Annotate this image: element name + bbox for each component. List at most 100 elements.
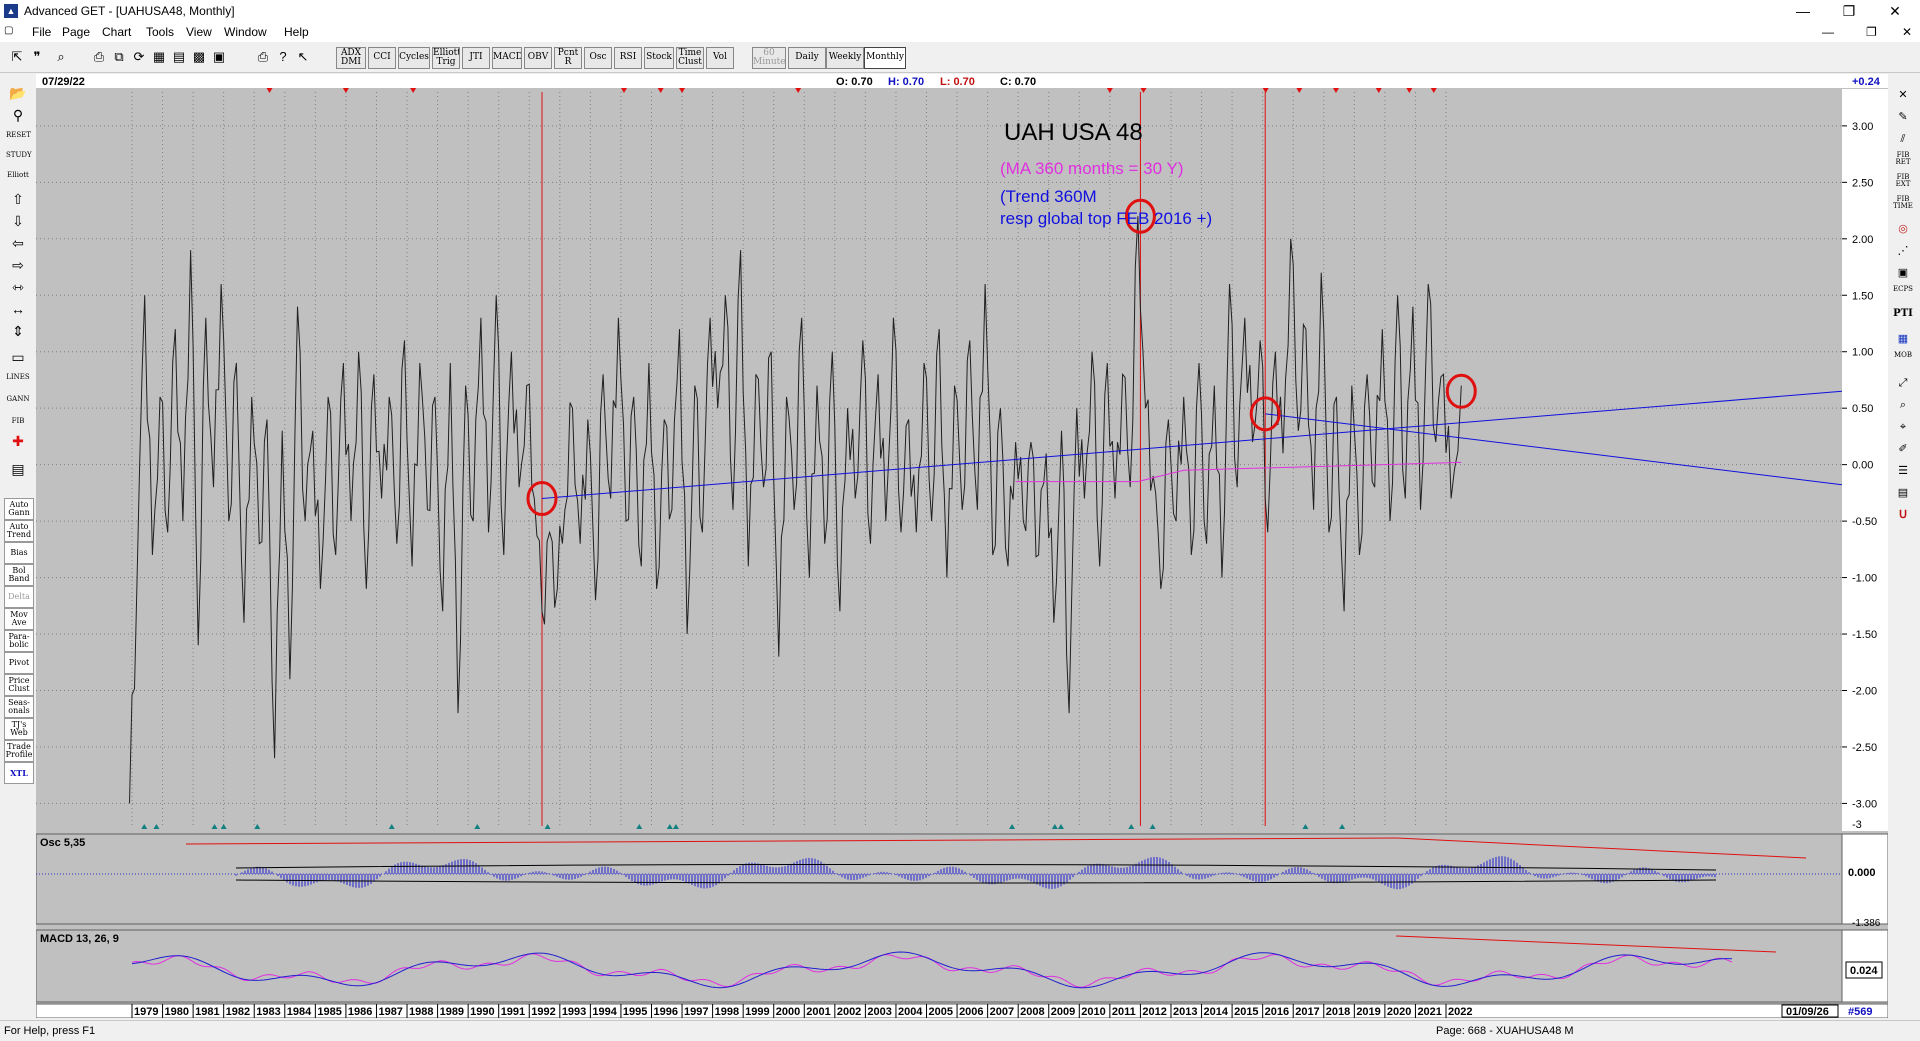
chart-window-icon[interactable]: ▭ [11,349,25,365]
menu-tools[interactable]: Tools [146,25,175,39]
open-chart-icon[interactable]: 📂 [9,85,27,101]
quote-icon[interactable]: ❞ [33,49,41,64]
chart-svg[interactable]: 07/29/22 O: 0.70 H: 0.70 L: 0.70 C: 0.70 +0.2… [35,74,1889,1019]
study-button[interactable]: STUDY [6,151,32,159]
menu-help[interactable]: Help [284,25,309,39]
cycles-button[interactable]: Cycles [398,47,430,69]
zoom-vertical-icon[interactable]: ⇕ [12,323,24,339]
restore-button[interactable]: ❐ [1842,3,1856,19]
pivot-button[interactable]: Pivot [4,652,34,674]
timeframe-weekly[interactable]: Weekly [826,47,864,69]
menu-page[interactable]: Page [62,25,91,39]
obv-button[interactable]: OBV [524,47,552,69]
document-icon[interactable]: ▢ [4,25,14,36]
price-clust-button[interactable]: Price Clust [4,674,34,696]
fib-button[interactable]: FIB [11,417,25,425]
printer-icon[interactable]: ⎙ [257,49,269,64]
grid-tool-icon[interactable]: ▦ [1897,333,1909,345]
arrow-up-icon[interactable]: ⇧ [12,191,24,207]
close-tool-icon[interactable]: ✕ [1898,89,1908,101]
mob-button[interactable]: MOB [1893,351,1913,359]
x-tick-label: 2011 [1112,1006,1136,1018]
gann-button[interactable]: GANN [6,395,30,403]
menu-view[interactable]: View [186,25,212,39]
tjs-web-button[interactable]: TJ's Web [4,718,34,740]
target-icon[interactable]: ⌖ [1899,421,1907,433]
list-icon[interactable]: ☰ [1898,465,1908,477]
seasonals-button[interactable]: Seas-onals [4,696,34,718]
x-tick-label: 1993 [562,1006,586,1018]
fib-ret-button[interactable]: FIB RET [1895,151,1911,166]
crosshair-icon[interactable]: ✚ [12,433,24,449]
mov-ave-button[interactable]: Mov Ave [4,608,34,630]
mdi-minimize-button[interactable]: — [1822,25,1834,39]
layout-icon[interactable]: ▦ [152,49,166,64]
menu-window[interactable]: Window [224,25,267,39]
pti-button[interactable]: PTI [1893,308,1913,319]
timeframe-monthly[interactable]: Monthly [864,47,906,69]
cci-button[interactable]: CCI [368,47,396,69]
rsi-button[interactable]: RSI [614,47,642,69]
chart-window[interactable]: 07/29/22 O: 0.70 H: 0.70 L: 0.70 C: 0.70 +0.2… [35,74,1889,1019]
tile-icon[interactable]: ▤ [172,49,186,64]
mdi-restore-button[interactable]: ❐ [1866,25,1877,39]
bias-button[interactable]: Bias [4,542,34,564]
zoom-icon[interactable]: ⌕ [57,49,65,64]
gann-fan-icon[interactable]: ◎ [1898,223,1908,235]
bol-band-button[interactable]: Bol Band [4,564,34,586]
vol-button[interactable]: Vol [706,47,734,69]
xtl-button[interactable]: XTL [4,762,34,784]
magnifier-icon[interactable]: ⌕ [1899,399,1907,411]
help-icon[interactable]: ? [279,49,287,64]
cursor-icon[interactable]: ⇱ [11,49,23,64]
auto-trend-button[interactable]: Auto Trend [4,520,34,542]
auto-gann-button[interactable]: Auto Gann [4,498,34,520]
ecps-button[interactable]: ECPS [1893,285,1913,293]
jti-button[interactable]: JTI [462,47,490,69]
window-icon[interactable]: ▣ [212,49,226,64]
mdi-close-button[interactable]: ✕ [1902,25,1913,39]
trade-profile-button[interactable]: Trade Profile [4,740,34,762]
arrow-down-icon[interactable]: ⇩ [12,213,24,229]
compress-icon[interactable]: ⇿ [12,279,24,295]
lines-tool-icon[interactable]: ⫽ [1900,133,1906,145]
macd-button[interactable]: MACD [492,47,522,69]
menu-file[interactable]: File [32,25,52,39]
refresh-icon[interactable]: ⟳ [133,49,145,64]
elliott-trig-button[interactable]: Elliott Trig [432,47,460,69]
arrow-left-icon[interactable]: ⇦ [12,235,24,251]
expand-icon[interactable]: ↔ [11,301,25,317]
tree-icon[interactable]: ⚲ [12,107,24,123]
trend-tool-icon[interactable]: ⤢ [1898,377,1908,389]
close-button[interactable]: ✕ [1889,3,1901,19]
stock-button[interactable]: Stock [644,47,674,69]
copy-icon[interactable]: ⧉ [114,49,124,64]
fib-time-button[interactable]: FIB TIME [1893,195,1913,210]
context-help-icon[interactable]: ↖ [297,49,309,64]
pcnt-r-button[interactable]: Pcnt R [554,47,582,69]
pencil-icon[interactable]: ✎ [1898,111,1908,123]
reset-button[interactable]: RESET [6,131,31,139]
notes-icon[interactable]: ▤ [11,461,25,477]
timeframe-60-minute[interactable]: 60 Minute [752,47,786,69]
fib-ext-button[interactable]: FIB EXT [1895,173,1911,188]
arrow-right-icon[interactable]: ⇨ [12,257,24,273]
minimize-button[interactable]: — [1796,3,1810,19]
print-icon[interactable]: ⎙ [93,49,105,64]
menu-chart[interactable]: Chart [102,25,132,39]
marker-icon[interactable]: ✐ [1898,443,1908,455]
osc-button[interactable]: Osc [584,47,612,69]
delta-button[interactable]: Delta [4,586,34,608]
adx-dmi-button[interactable]: ADX DMI [336,47,366,69]
parabolic-button[interactable]: Para-bolic [4,630,34,652]
timeframe-daily[interactable]: Daily [788,47,826,69]
box-icon[interactable]: ▣ [1897,267,1909,279]
elliott-button[interactable]: Elliott [7,171,29,179]
x-tick-label: 1986 [348,1006,372,1018]
magnet-icon[interactable]: Ս [1898,509,1908,521]
grid-icon[interactable]: ▩ [192,49,206,64]
time-clust-button[interactable]: Time Clust [676,47,704,69]
channel-icon[interactable]: ⋰ [1897,245,1909,257]
table-icon[interactable]: ▤ [1897,487,1909,499]
lines-button[interactable]: LINES [6,373,30,381]
